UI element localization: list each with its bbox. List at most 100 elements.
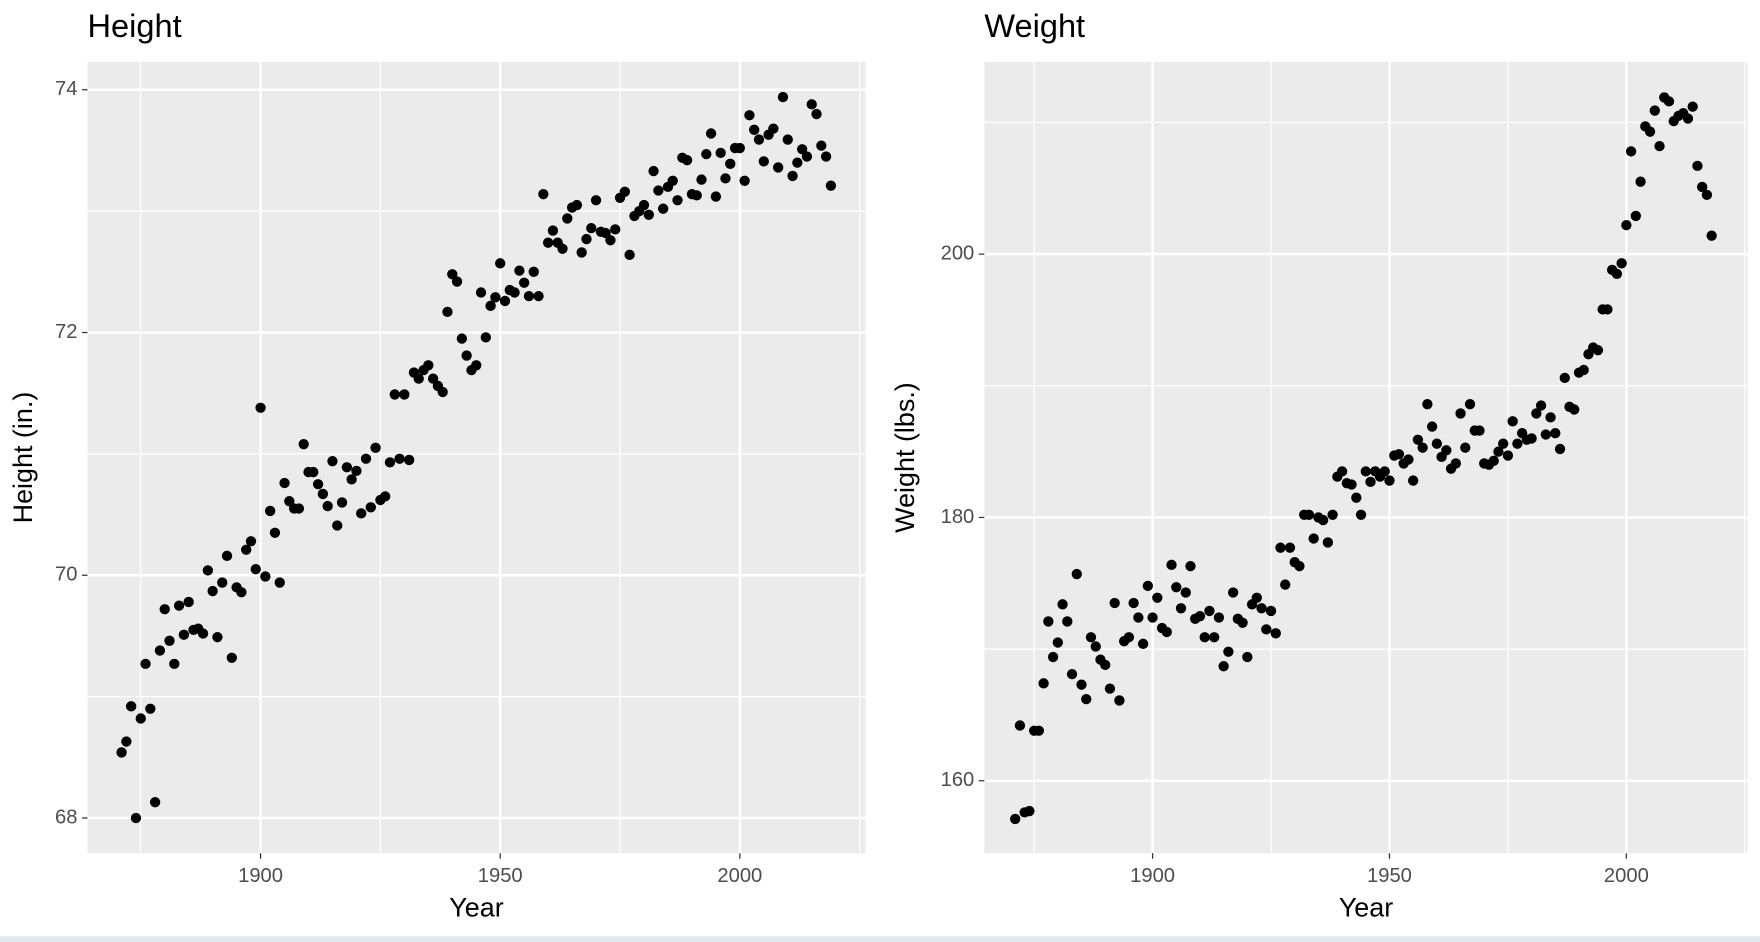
point xyxy=(293,503,305,514)
panel-title: Height xyxy=(88,8,182,44)
point xyxy=(672,195,683,206)
point xyxy=(1043,616,1054,627)
point xyxy=(1407,475,1419,486)
point xyxy=(250,564,261,575)
point xyxy=(1133,612,1144,623)
point xyxy=(1592,345,1604,356)
point xyxy=(298,439,309,450)
point xyxy=(1142,580,1154,592)
point xyxy=(217,577,228,588)
point xyxy=(523,290,535,302)
point xyxy=(1455,408,1466,419)
point xyxy=(1209,632,1220,643)
point xyxy=(638,199,650,211)
point xyxy=(427,373,439,384)
point xyxy=(1502,450,1514,461)
point xyxy=(777,91,789,103)
point xyxy=(1365,476,1376,488)
point xyxy=(1147,612,1158,623)
point xyxy=(135,713,146,724)
point xyxy=(624,249,635,261)
point xyxy=(1360,466,1371,477)
point xyxy=(1578,364,1589,376)
point xyxy=(173,600,185,611)
point xyxy=(207,585,218,597)
point xyxy=(1611,268,1623,280)
point xyxy=(610,224,621,235)
point xyxy=(1294,560,1305,572)
point xyxy=(456,333,468,344)
point xyxy=(1630,210,1642,222)
point xyxy=(605,235,616,246)
point xyxy=(1460,442,1471,453)
point xyxy=(1166,559,1177,571)
y-tick-label: 68 xyxy=(55,806,77,828)
point xyxy=(1033,725,1045,736)
point xyxy=(1261,624,1272,635)
point xyxy=(1171,582,1182,593)
point xyxy=(236,587,247,598)
point xyxy=(557,243,568,254)
point xyxy=(1057,599,1068,610)
point xyxy=(480,332,491,343)
point xyxy=(1535,400,1547,411)
point xyxy=(1550,428,1561,439)
point xyxy=(787,170,798,182)
point xyxy=(255,402,266,413)
point xyxy=(1014,720,1026,731)
point xyxy=(1559,372,1570,384)
point xyxy=(725,158,736,169)
point xyxy=(710,191,722,202)
point xyxy=(528,266,539,277)
panel-title: Weight xyxy=(984,8,1085,44)
point xyxy=(739,175,750,186)
point xyxy=(475,287,487,298)
point xyxy=(399,389,410,400)
bottom-strip xyxy=(0,936,1760,942)
point xyxy=(1123,632,1135,643)
point xyxy=(768,123,779,134)
point xyxy=(1114,695,1125,706)
point xyxy=(1251,592,1262,603)
point xyxy=(1393,449,1405,460)
point xyxy=(1227,587,1239,598)
point xyxy=(1422,399,1433,410)
point xyxy=(1194,611,1206,622)
point xyxy=(346,474,357,485)
point xyxy=(1052,637,1063,648)
point xyxy=(653,185,664,196)
point xyxy=(744,110,755,121)
point xyxy=(1280,579,1291,590)
point xyxy=(183,596,194,608)
point xyxy=(260,571,271,582)
point xyxy=(145,703,156,714)
point xyxy=(274,577,285,588)
point xyxy=(1346,479,1357,490)
point xyxy=(1204,605,1215,617)
point xyxy=(1441,445,1452,456)
point xyxy=(1692,160,1703,172)
point xyxy=(1403,454,1414,465)
point xyxy=(1024,805,1035,817)
point xyxy=(1284,542,1296,553)
x-axis-title: Year xyxy=(1339,892,1393,922)
point xyxy=(648,165,659,177)
point xyxy=(1010,813,1021,825)
point xyxy=(820,151,832,162)
y-tick-label: 200 xyxy=(941,242,975,264)
point xyxy=(753,134,765,145)
point xyxy=(159,604,170,615)
x-tick-label: 2000 xyxy=(1604,865,1649,887)
point xyxy=(581,233,592,245)
x-tick-label: 1950 xyxy=(478,865,523,887)
point xyxy=(1687,101,1698,112)
x-tick-label: 1950 xyxy=(1367,865,1412,887)
point xyxy=(1137,638,1149,650)
point xyxy=(1682,113,1694,124)
point xyxy=(1417,442,1428,453)
point xyxy=(1355,509,1367,520)
point xyxy=(1199,632,1210,643)
point xyxy=(542,237,554,248)
point xyxy=(461,350,472,361)
y-axis-title: Weight (lbs.) xyxy=(890,382,920,533)
